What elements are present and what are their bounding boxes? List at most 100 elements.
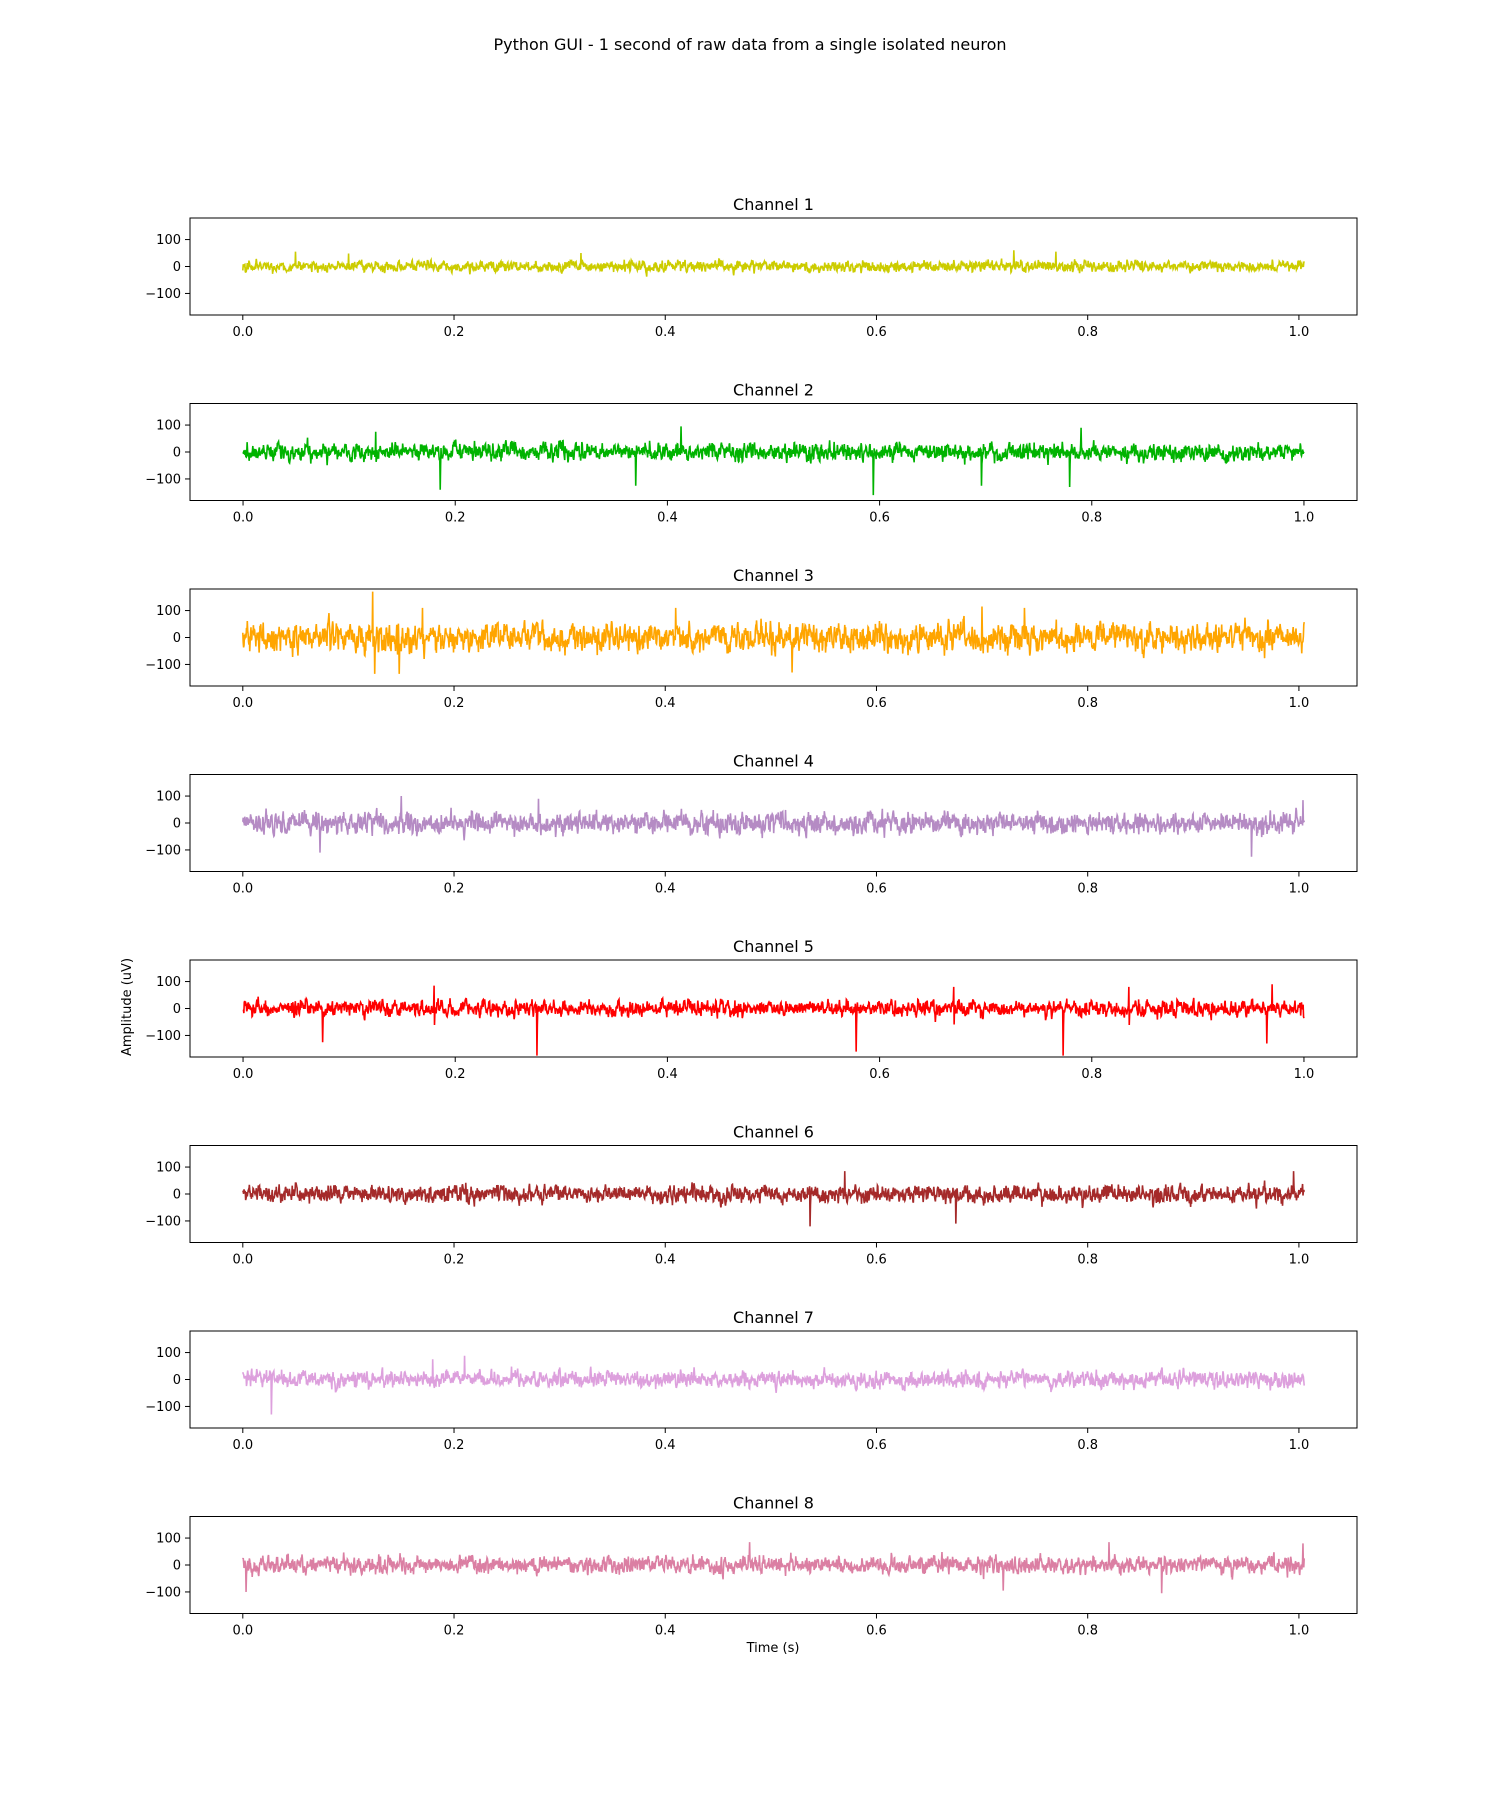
y-tick-label: 100 xyxy=(156,604,181,619)
x-tick-label: 0.2 xyxy=(444,325,465,340)
y-tick-label: −100 xyxy=(145,472,181,487)
figure-title: Python GUI - 1 second of raw data from a… xyxy=(493,35,1006,54)
channel-4-title: Channel 4 xyxy=(733,752,814,771)
x-tick-label: 0.0 xyxy=(232,1438,253,1453)
x-tick-label: 0.4 xyxy=(657,511,678,526)
channel-panels: Channel 10.0 0.2 0.4 0.6 0.8 1.01000−100Chann… xyxy=(145,195,1358,1639)
x-tick-label: 0.8 xyxy=(1077,1438,1098,1453)
x-tick-label: 0.0 xyxy=(232,1624,253,1639)
y-tick-label: 0 xyxy=(173,446,181,461)
x-tick-label: 0.6 xyxy=(869,1067,890,1082)
y-tick-label: 100 xyxy=(156,975,181,990)
channel-7-panel: Channel 7 0.0 0.2 0.4 0.6 0.8 1.0 100 0 −100 xyxy=(145,1308,1358,1453)
x-tick-label: 1.0 xyxy=(1289,325,1310,340)
x-tick-label: 0.8 xyxy=(1077,882,1098,897)
x-tick-label: 0.8 xyxy=(1077,325,1098,340)
y-tick-label: 0 xyxy=(173,1002,181,1017)
channel-3-trace xyxy=(242,591,1305,674)
y-tick-label: 0 xyxy=(173,1373,181,1388)
x-tick-label: 0.6 xyxy=(866,696,887,711)
channel-3-title: Channel 3 xyxy=(733,566,814,585)
x-tick-label: 0.4 xyxy=(655,882,676,897)
channel-8-panel: Channel 8 0.0 0.2 0.4 0.6 0.8 1.0 100 0 −100 xyxy=(145,1494,1358,1639)
x-tick-label: 0.4 xyxy=(655,1253,676,1268)
x-tick-label: 0.8 xyxy=(1081,511,1102,526)
y-tick-label: 100 xyxy=(156,1532,181,1547)
x-tick-label: 0.0 xyxy=(232,696,253,711)
x-tick-label: 0.0 xyxy=(233,1067,254,1082)
x-tick-label: 0.4 xyxy=(655,696,676,711)
y-tick-label: 100 xyxy=(156,1161,181,1176)
y-tick-label: −100 xyxy=(145,1585,181,1600)
y-tick-label: 100 xyxy=(156,790,181,805)
x-tick-label: 0.0 xyxy=(232,325,253,340)
x-tick-label: 0.2 xyxy=(444,1624,465,1639)
channel-5-trace xyxy=(242,984,1305,1056)
y-tick-label: −100 xyxy=(145,1029,181,1044)
x-axis-label: Time (s) xyxy=(746,1641,800,1656)
channel-4-panel: Channel 4 0.0 0.2 0.4 0.6 0.8 1.0 100 0 −100 xyxy=(145,752,1358,897)
x-tick-label: 0.2 xyxy=(444,696,465,711)
x-tick-label: 1.0 xyxy=(1294,511,1315,526)
x-tick-label: 0.4 xyxy=(655,1438,676,1453)
x-tick-label: 1.0 xyxy=(1294,1067,1315,1082)
x-tick-label: 0.8 xyxy=(1077,1253,1098,1268)
y-tick-label: 0 xyxy=(173,1188,181,1203)
y-tick-label: 0 xyxy=(173,631,181,646)
channel-5-title: Channel 5 xyxy=(733,937,814,956)
y-tick-label: 0 xyxy=(173,817,181,832)
x-tick-label: 1.0 xyxy=(1289,1253,1310,1268)
x-tick-label: 0.8 xyxy=(1077,1624,1098,1639)
y-tick-label: 0 xyxy=(173,260,181,275)
channel-1-panel: Channel 1 0.0 0.2 0.4 0.6 0.8 1.0 100 0 −100 xyxy=(145,195,1358,340)
x-tick-label: 0.4 xyxy=(655,325,676,340)
y-tick-label: 0 xyxy=(173,1559,181,1574)
channel-8-trace xyxy=(242,1542,1305,1594)
y-tick-label: −100 xyxy=(145,1400,181,1415)
x-tick-label: 1.0 xyxy=(1289,882,1310,897)
channel-2-panel: Channel 2 0.0 0.2 0.4 0.6 0.8 1.0 100 0 −100 xyxy=(145,381,1358,526)
y-axis-label: Amplitude (uV) xyxy=(120,958,135,1056)
x-tick-label: 0.6 xyxy=(869,511,890,526)
x-tick-label: 0.6 xyxy=(866,325,887,340)
x-tick-label: 1.0 xyxy=(1289,696,1310,711)
y-tick-label: −100 xyxy=(145,1214,181,1229)
x-tick-label: 1.0 xyxy=(1289,1624,1310,1639)
y-tick-label: −100 xyxy=(145,658,181,673)
x-tick-label: 0.4 xyxy=(657,1067,678,1082)
channel-2-title: Channel 2 xyxy=(733,381,814,400)
channel-7-title: Channel 7 xyxy=(733,1308,814,1327)
channel-5-panel: Channel 5 0.0 0.2 0.4 0.6 0.8 1.0 100 0 −100 xyxy=(145,937,1358,1082)
channel-3-panel: Channel 3 0.0 0.2 0.4 0.6 0.8 1.0 100 0 −100 xyxy=(145,566,1358,711)
channel-1-title: Channel 1 xyxy=(733,195,814,214)
channel-1-trace xyxy=(242,250,1305,277)
x-tick-label: 0.8 xyxy=(1077,696,1098,711)
channel-6-title: Channel 6 xyxy=(733,1123,814,1142)
channel-2-trace xyxy=(242,426,1305,496)
x-tick-label: 0.2 xyxy=(444,1438,465,1453)
x-tick-label: 0.8 xyxy=(1081,1067,1102,1082)
channel-6-panel: Channel 6 0.0 0.2 0.4 0.6 0.8 1.0 100 0 −100 xyxy=(145,1123,1358,1268)
x-tick-label: 0.0 xyxy=(233,511,254,526)
channel-6-trace xyxy=(242,1171,1305,1227)
y-tick-label: 100 xyxy=(156,419,181,434)
x-tick-label: 0.2 xyxy=(445,511,466,526)
channel-4-trace xyxy=(242,796,1305,857)
y-tick-label: −100 xyxy=(145,843,181,858)
x-tick-label: 0.6 xyxy=(866,1438,887,1453)
x-tick-label: 0.4 xyxy=(655,1624,676,1639)
y-tick-label: 100 xyxy=(156,1346,181,1361)
x-tick-label: 0.6 xyxy=(866,882,887,897)
x-tick-label: 0.6 xyxy=(866,1624,887,1639)
channel-8-title: Channel 8 xyxy=(733,1494,814,1513)
x-tick-label: 0.0 xyxy=(232,882,253,897)
x-tick-label: 1.0 xyxy=(1289,1438,1310,1453)
y-tick-label: −100 xyxy=(145,287,181,302)
x-tick-label: 0.2 xyxy=(445,1067,466,1082)
channel-7-trace xyxy=(242,1355,1305,1415)
x-tick-label: 0.0 xyxy=(232,1253,253,1268)
y-tick-label: 100 xyxy=(156,233,181,248)
x-tick-label: 0.6 xyxy=(866,1253,887,1268)
x-tick-label: 0.2 xyxy=(444,1253,465,1268)
